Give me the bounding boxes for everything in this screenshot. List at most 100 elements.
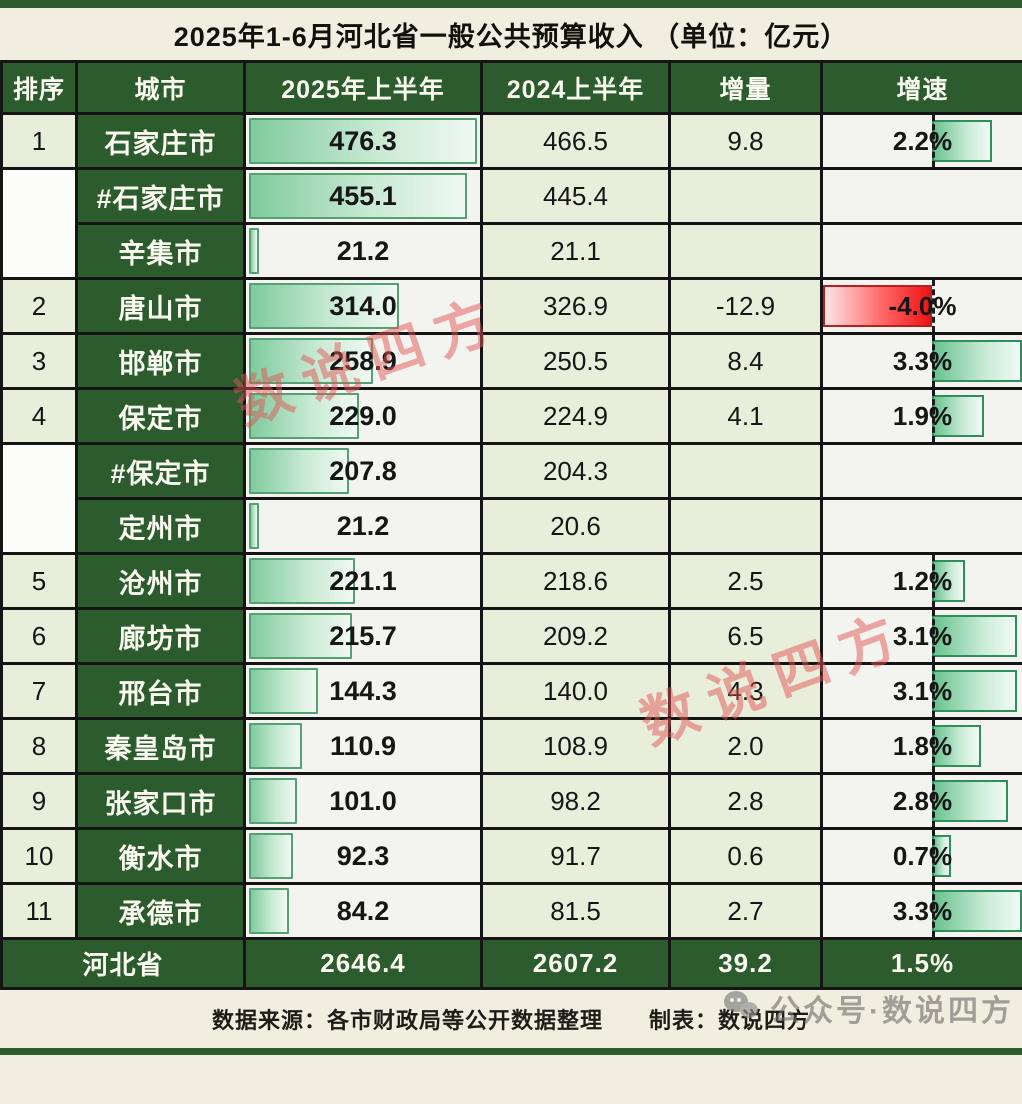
delta-cell: 2.5: [668, 552, 823, 610]
delta-cell: [668, 167, 823, 225]
cell-value: 3.1%: [892, 620, 953, 651]
value-2024-cell: 140.0: [480, 662, 671, 720]
growth-bar: [932, 890, 1021, 932]
col-header-2024: 2024上半年: [480, 60, 671, 115]
rank-cell: 8: [0, 717, 78, 775]
city-cell: 唐山市: [75, 277, 246, 335]
total-label: 河北省: [0, 937, 246, 990]
cell-value: 1.9%: [892, 400, 953, 431]
value-2024-cell: 224.9: [480, 387, 671, 445]
col-header-city: 城市: [75, 60, 246, 115]
value-2025-cell: 455.1: [243, 167, 483, 225]
growth-cell: 3.3%: [820, 332, 1022, 390]
revenue-bar: [249, 723, 303, 769]
delta-cell: 9.8: [668, 112, 823, 170]
delta-cell: 2.7: [668, 882, 823, 940]
table-row: 2 唐山市 314.0 326.9 -12.9 -4.0%: [0, 277, 1022, 335]
delta-cell: 2.8: [668, 772, 823, 830]
value-2024-cell: 81.5: [480, 882, 671, 940]
value-2024-cell: 91.7: [480, 827, 671, 885]
cell-value: 1.2%: [892, 565, 953, 596]
table-row: 8 秦皇岛市 110.9 108.9 2.0 1.8%: [0, 717, 1022, 775]
growth-cell: 1.2%: [820, 552, 1022, 610]
city-cell: 保定市: [75, 387, 246, 445]
total-2025-value: 2646.4: [243, 937, 483, 990]
value-2025-cell: 221.1: [243, 552, 483, 610]
value-2024-cell: 20.6: [480, 497, 671, 555]
zero-axis-line: [932, 831, 936, 881]
city-cell: #石家庄市: [75, 167, 246, 225]
cell-value: 258.9: [329, 345, 397, 376]
zero-axis-line: [932, 666, 936, 716]
city-cell: 辛集市: [75, 222, 246, 280]
growth-bar: [932, 615, 1017, 657]
bottom-green-strip: [0, 1048, 1022, 1055]
cell-value: 21.2: [336, 510, 390, 541]
city-cell: 邯郸市: [75, 332, 246, 390]
delta-cell: 8.4: [668, 332, 823, 390]
growth-cell: [820, 167, 1022, 225]
city-cell: #保定市: [75, 442, 246, 500]
cell-value: 455.1: [329, 180, 397, 211]
table-row: 11 承德市 84.2 81.5 2.7 3.3%: [0, 882, 1022, 940]
cell-value: 144.3: [329, 675, 397, 706]
table-row: 3 邯郸市 258.9 250.5 8.4 3.3%: [0, 332, 1022, 390]
cell-value: 0.7%: [892, 840, 953, 871]
city-cell: 承德市: [75, 882, 246, 940]
revenue-bar: [249, 668, 319, 714]
revenue-bar: [249, 393, 359, 439]
cell-value: 21.2: [336, 235, 390, 266]
value-2025-cell: 84.2: [243, 882, 483, 940]
data-source-note: 数据来源：各市财政局等公开数据整理: [211, 1008, 603, 1033]
table-row: 辛集市 21.2 21.1: [2, 222, 1022, 280]
cell-value: -4.0%: [888, 290, 957, 321]
revenue-bar: [249, 228, 260, 274]
revenue-bar: [249, 283, 400, 329]
revenue-bar: [249, 173, 467, 219]
table-row: #保定市 207.8 204.3: [0, 442, 1022, 555]
city-cell: 沧州市: [75, 552, 246, 610]
rank-cell: 7: [0, 662, 78, 720]
value-2024-cell: 204.3: [480, 442, 671, 500]
cell-value: 476.3: [329, 125, 397, 156]
growth-cell: [820, 222, 1022, 280]
value-2024-cell: 250.5: [480, 332, 671, 390]
revenue-bar: [249, 778, 298, 824]
zero-axis-line: [932, 336, 936, 386]
growth-cell: 1.8%: [820, 717, 1022, 775]
growth-cell: 3.1%: [820, 662, 1022, 720]
growth-bar: [932, 780, 1009, 822]
value-2024-cell: 98.2: [480, 772, 671, 830]
city-cell: 石家庄市: [75, 112, 246, 170]
delta-cell: [668, 222, 823, 280]
page-title: 2025年1-6月河北省一般公共预算收入 （单位：亿元）: [0, 8, 1022, 60]
revenue-bar: [249, 448, 349, 494]
cell-value: 3.3%: [892, 895, 953, 926]
table-row: 5 沧州市 221.1 218.6 2.5 1.2%: [0, 552, 1022, 610]
rank-cell: 10: [0, 827, 78, 885]
value-2025-cell: 258.9: [243, 332, 483, 390]
value-2024-cell: 466.5: [480, 112, 671, 170]
growth-cell: 3.3%: [820, 882, 1022, 940]
table-row: 7 邢台市 144.3 140.0 4.3 3.1%: [0, 662, 1022, 720]
city-cell: 邢台市: [75, 662, 246, 720]
delta-cell: 2.0: [668, 717, 823, 775]
rank-cell: 4: [0, 387, 78, 445]
growth-bar: [824, 285, 933, 327]
col-header-delta: 增量: [668, 60, 823, 115]
made-by-note: 制表：数说四方: [649, 1008, 811, 1033]
value-2024-cell: 218.6: [480, 552, 671, 610]
delta-cell: 4.3: [668, 662, 823, 720]
city-cell: 张家口市: [75, 772, 246, 830]
revenue-bar: [249, 833, 294, 879]
value-2024-cell: 445.4: [480, 167, 671, 225]
budget-revenue-table: 排序 城市 2025年上半年 2024上半年 增量 增速 1 石家庄市 476.3 4…: [0, 60, 1022, 990]
value-2025-cell: 21.2: [243, 497, 483, 555]
total-row: 河北省 2646.4 2607.2 39.2 1.5%: [0, 937, 1022, 990]
delta-cell: [668, 442, 823, 500]
delta-cell: 6.5: [668, 607, 823, 665]
zero-axis-line: [932, 556, 936, 606]
city-cell: 秦皇岛市: [75, 717, 246, 775]
value-2024-cell: 108.9: [480, 717, 671, 775]
cell-value: 229.0: [329, 400, 397, 431]
